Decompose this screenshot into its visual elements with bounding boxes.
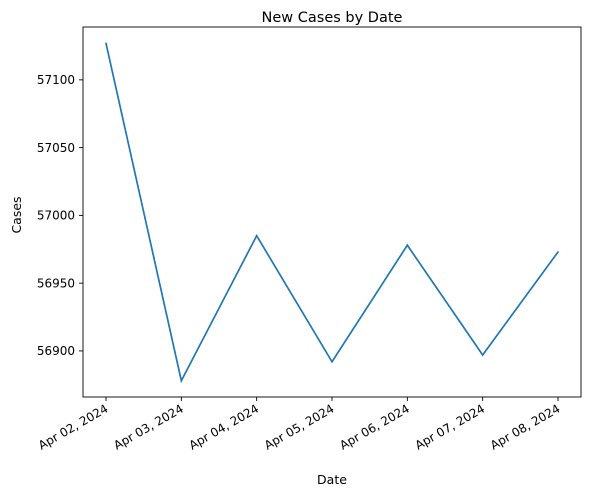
x-axis: Apr 02, 2024 Apr 03, 2024 Apr 04, 2024 Apr … [36, 397, 563, 453]
data-point [180, 379, 183, 382]
y-tick-label: 57050 [37, 141, 75, 155]
data-point [481, 354, 484, 356]
x-tick-label: Apr 05, 2024 [262, 401, 337, 452]
x-axis-label: Date [317, 472, 347, 487]
data-point [406, 244, 409, 247]
data-point [105, 42, 107, 45]
plot-frame [82, 26, 582, 398]
y-axis: 56900 56950 57000 57050 57100 [37, 73, 83, 358]
y-axis-label: Cases [9, 196, 24, 233]
data-point [255, 234, 258, 237]
x-tick-label: Apr 02, 2024 [36, 401, 111, 452]
y-tick-label: 57000 [37, 209, 75, 223]
x-tick-label: Apr 08, 2024 [488, 401, 563, 452]
series-line [105, 43, 559, 384]
chart-title: New Cases by Date [262, 10, 403, 26]
y-tick-label: 56950 [37, 276, 75, 290]
x-tick-label: Apr 04, 2024 [187, 401, 262, 452]
data-point [557, 251, 559, 253]
series-layer [105, 42, 559, 384]
y-tick-label: 56900 [37, 344, 75, 358]
x-tick-label: Apr 03, 2024 [111, 401, 186, 452]
x-tick-label: Apr 06, 2024 [337, 401, 412, 452]
y-tick-label: 57100 [37, 73, 75, 87]
data-point [331, 360, 333, 363]
x-tick-label: Apr 07, 2024 [413, 401, 488, 452]
